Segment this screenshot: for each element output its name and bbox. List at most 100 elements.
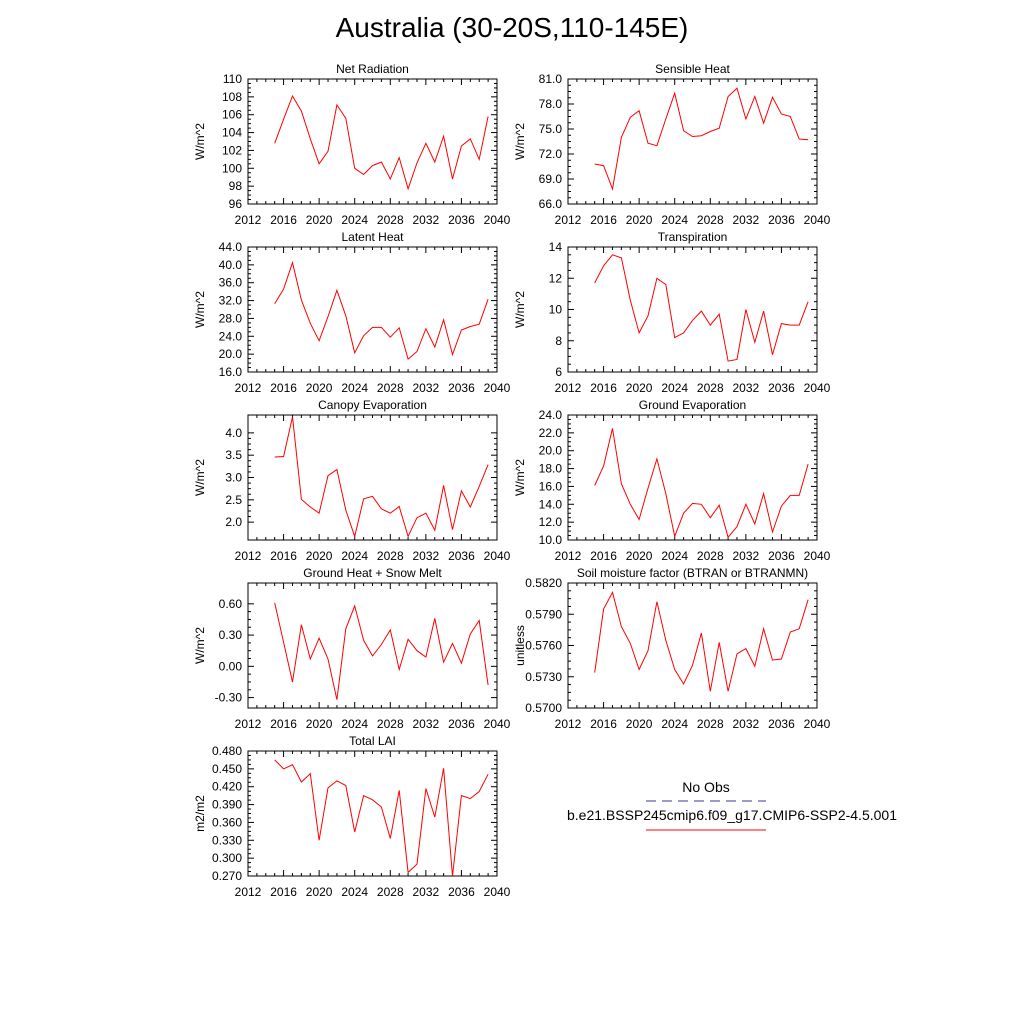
y-tick-label: 36.0: [219, 276, 243, 290]
x-tick-label: 2016: [270, 213, 297, 227]
y-tick-label: 0.330: [212, 833, 242, 847]
x-tick-label: 2020: [626, 549, 653, 563]
x-tick-label: 2036: [448, 213, 475, 227]
y-tick-label: 0.5790: [525, 607, 562, 621]
x-tick-label: 2016: [270, 381, 297, 395]
y-tick-label: 2.5: [225, 493, 242, 507]
x-tick-label: 2032: [733, 549, 760, 563]
x-tick-label: 2032: [413, 717, 440, 731]
x-tick-label: 2036: [448, 381, 475, 395]
x-tick-label: 2032: [413, 885, 440, 899]
x-tick-label: 2032: [413, 213, 440, 227]
y-tick-label: 0.450: [212, 762, 242, 776]
x-tick-label: 2028: [697, 549, 724, 563]
legend-model-label: b.e21.BSSP245cmip6.f09_g17.CMIP6-SSP2-4.…: [567, 807, 897, 823]
y-tick-label: 0.360: [212, 815, 242, 829]
x-tick-label: 2028: [697, 717, 724, 731]
y-tick-label: 0.30: [219, 628, 243, 642]
x-tick-label: 2028: [377, 549, 404, 563]
y-tick-label: 12.0: [539, 515, 563, 529]
chart-panel: Ground Heat + Snow Melt W/m^2 2012 2016 2020…: [193, 566, 511, 731]
x-tick-label: 2032: [733, 381, 760, 395]
y-tick-label: 69.0: [539, 172, 563, 186]
panel-title: Canopy Evaporation: [318, 398, 427, 412]
x-tick-label: 2036: [768, 381, 795, 395]
y-tick-label: 0.5760: [525, 639, 562, 653]
figure-title: Australia (30-20S,110-145E): [335, 12, 689, 43]
y-tick-label: 24.0: [539, 408, 563, 422]
y-tick-label: 75.0: [539, 122, 563, 136]
y-tick-label: 28.0: [219, 311, 243, 325]
x-tick-label: 2040: [484, 381, 511, 395]
x-tick-label: 2040: [484, 213, 511, 227]
y-axis-label: W/m^2: [193, 459, 207, 496]
x-tick-label: 2040: [484, 717, 511, 731]
x-tick-label: 2032: [413, 549, 440, 563]
y-tick-label: 4.0: [225, 426, 242, 440]
y-tick-label: 8: [555, 334, 562, 348]
chart-panel: Latent Heat W/m^2 2012 2016 2020 2024 2028 2032…: [193, 230, 511, 395]
panel-title: Net Radiation: [336, 62, 409, 76]
plot-frame: [567, 246, 818, 373]
y-tick-label: 10.0: [539, 533, 563, 547]
y-tick-label: 3.5: [225, 448, 242, 462]
x-tick-label: 2016: [270, 885, 297, 899]
y-tick-label: 24.0: [219, 329, 243, 343]
x-tick-label: 2016: [590, 213, 617, 227]
x-tick-label: 2012: [235, 381, 262, 395]
series-line: [594, 428, 809, 539]
x-tick-label: 2016: [590, 717, 617, 731]
series-line: [274, 759, 489, 877]
x-tick-label: 2012: [555, 213, 582, 227]
y-tick-label: 0.00: [219, 659, 243, 673]
x-tick-label: 2036: [768, 213, 795, 227]
y-tick-label: 0.480: [212, 744, 242, 758]
y-tick-label: 0.300: [212, 851, 242, 865]
x-tick-label: 2040: [804, 549, 831, 563]
series-line: [274, 602, 489, 700]
panel-title: Transpiration: [658, 230, 728, 244]
y-tick-label: 66.0: [539, 197, 563, 211]
x-tick-label: 2020: [306, 549, 333, 563]
y-tick-label: 108: [222, 90, 242, 104]
x-tick-label: 2036: [448, 885, 475, 899]
y-tick-label: 20.0: [539, 444, 563, 458]
y-tick-label: 0.5730: [525, 670, 562, 684]
x-tick-label: 2028: [377, 717, 404, 731]
chart-panel: Sensible Heat W/m^2 2012 2016 2020 2024 2028 20…: [513, 62, 831, 227]
x-tick-label: 2028: [697, 213, 724, 227]
x-tick-label: 2028: [377, 213, 404, 227]
plot-frame: [247, 246, 498, 373]
x-tick-label: 2036: [448, 549, 475, 563]
x-tick-label: 2040: [484, 549, 511, 563]
panel-title: Soil moisture factor (BTRAN or BTRANMN): [577, 566, 808, 580]
x-tick-label: 2016: [270, 717, 297, 731]
y-tick-label: 44.0: [219, 240, 243, 254]
y-tick-label: 2.0: [225, 515, 242, 529]
y-axis-label: W/m^2: [513, 291, 527, 328]
y-tick-label: 22.0: [539, 426, 563, 440]
y-tick-label: 102: [222, 143, 242, 157]
series-line: [274, 94, 489, 191]
plot-frame: [247, 78, 498, 205]
series-line: [274, 260, 489, 360]
y-tick-label: 18.0: [539, 462, 563, 476]
x-tick-label: 2032: [733, 213, 760, 227]
panel-title: Ground Heat + Snow Melt: [303, 566, 442, 580]
x-tick-label: 2020: [306, 213, 333, 227]
y-tick-label: 72.0: [539, 147, 563, 161]
y-tick-label: 0.5700: [525, 701, 562, 715]
x-tick-label: 2036: [768, 549, 795, 563]
y-tick-label: 78.0: [539, 97, 563, 111]
x-tick-label: 2024: [341, 381, 368, 395]
y-axis-label: unitless: [513, 625, 527, 666]
x-tick-label: 2024: [661, 549, 688, 563]
series-line: [594, 254, 809, 362]
panel-title: Sensible Heat: [655, 62, 730, 76]
x-tick-label: 2040: [804, 381, 831, 395]
y-tick-label: 104: [222, 126, 242, 140]
panel-title: Ground Evaporation: [639, 398, 746, 412]
y-axis-label: W/m^2: [513, 123, 527, 160]
x-tick-label: 2020: [626, 213, 653, 227]
